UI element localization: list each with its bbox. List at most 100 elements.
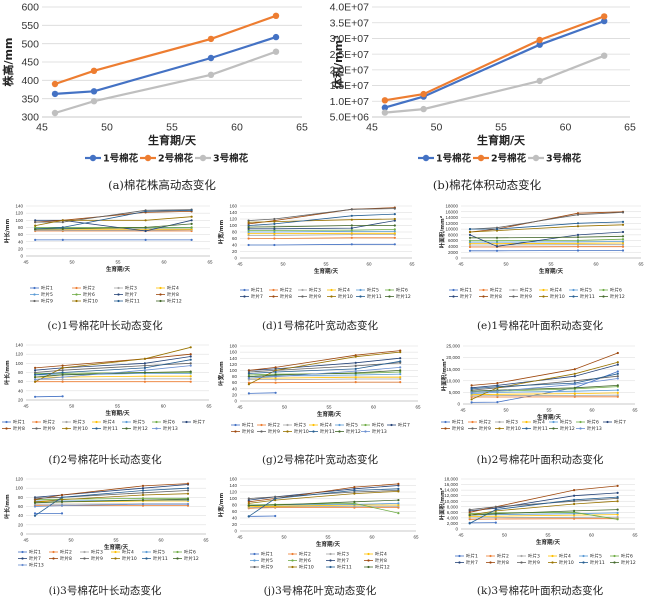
legend-marker xyxy=(33,300,35,302)
data-point xyxy=(144,371,146,373)
x-tick-label: 55 xyxy=(326,405,332,410)
legend-marker xyxy=(291,566,293,568)
y-tick-label: 450 xyxy=(21,57,39,69)
legend-marker xyxy=(582,561,584,563)
legend-marker xyxy=(551,555,553,557)
x-tick-label: 55 xyxy=(495,122,507,134)
data-point xyxy=(142,499,144,501)
legend-label: 叶片3 xyxy=(520,287,532,294)
data-point xyxy=(248,502,250,504)
x-tick-label: 60 xyxy=(158,538,164,543)
data-point xyxy=(142,485,144,487)
legend-marker xyxy=(260,430,262,432)
data-point xyxy=(574,393,576,395)
data-point xyxy=(273,226,275,228)
data-point xyxy=(190,359,192,361)
legend-label: 叶片9 xyxy=(528,559,540,566)
legend-label: 叶片4 xyxy=(103,419,115,426)
y-tick-label: 550 xyxy=(21,20,39,32)
data-point xyxy=(397,502,399,504)
data-point xyxy=(394,224,396,226)
x-axis-title: 生育期/天 xyxy=(317,410,342,418)
legend-marker xyxy=(551,561,553,563)
data-point xyxy=(351,232,353,234)
y-tick-label: 4000 xyxy=(448,244,459,249)
legend-label: 叶片11 xyxy=(337,564,352,571)
data-point xyxy=(577,246,579,248)
data-point xyxy=(191,219,193,221)
legend-marker xyxy=(471,427,473,429)
legend-label: 叶片12 xyxy=(184,555,199,562)
y-tick-label: 140 xyxy=(229,483,237,488)
y-tick-label: 180 xyxy=(229,344,237,349)
legend-marker xyxy=(117,300,119,302)
x-tick-label: 65 xyxy=(296,122,308,134)
data-point xyxy=(617,370,619,372)
legend-label: 叶片7 xyxy=(125,291,137,298)
data-point xyxy=(397,512,399,514)
legend-label: 叶片9 xyxy=(479,425,491,432)
data-point xyxy=(353,501,355,503)
legend-marker xyxy=(286,430,288,432)
data-point xyxy=(573,495,575,497)
y-tick-label: 60 xyxy=(18,379,24,384)
y-axis-title: 株高/mm xyxy=(1,38,15,87)
x-tick-label: 50 xyxy=(503,408,509,413)
y-tick-label: 60 xyxy=(232,509,238,514)
y-tick-label: 160 xyxy=(229,204,237,209)
x-tick-label: 60 xyxy=(593,262,599,267)
data-point xyxy=(273,221,275,223)
legend-marker xyxy=(520,555,522,557)
legend-label: 叶片10 xyxy=(294,428,309,435)
legend-marker xyxy=(65,427,67,429)
data-point xyxy=(351,243,353,245)
data-point xyxy=(496,390,498,392)
data-point xyxy=(248,221,250,223)
legend-marker xyxy=(159,300,161,302)
legend-marker xyxy=(533,155,539,161)
legend-label: 叶片13 xyxy=(587,425,602,432)
legend-marker xyxy=(21,564,23,566)
legend-label: 叶片9 xyxy=(520,293,532,300)
data-point xyxy=(144,375,146,377)
x-axis-title: 生育期/天 xyxy=(539,267,564,275)
x-tick-label: 60 xyxy=(589,408,595,413)
x-tick-label: 45 xyxy=(458,262,464,267)
legend-marker xyxy=(390,424,392,426)
data-point xyxy=(190,362,192,364)
data-point xyxy=(62,376,64,378)
y-tick-label: 20 xyxy=(232,522,238,527)
legend-marker xyxy=(114,557,116,559)
legend-marker xyxy=(243,295,245,297)
data-point xyxy=(275,392,277,394)
legend-marker xyxy=(114,551,116,553)
legend-label: 叶片11 xyxy=(125,298,140,305)
data-point xyxy=(34,497,36,499)
y-tick-label: 20,000 xyxy=(446,355,460,360)
legend-label: 叶片4 xyxy=(320,422,332,429)
legend-marker xyxy=(572,295,574,297)
legend-label: 叶片6 xyxy=(83,291,95,298)
legend-label: 叶片1 xyxy=(261,551,273,558)
x-tick-label: 45 xyxy=(23,404,29,409)
legend-label: 叶片7 xyxy=(398,422,410,429)
legend-marker xyxy=(444,421,446,423)
data-point xyxy=(496,240,498,242)
y-tick-label: 120 xyxy=(229,217,237,222)
legend-label: 3号棉花 xyxy=(546,152,582,164)
x-tick-label: 55 xyxy=(113,538,119,543)
series-line xyxy=(249,235,395,236)
legend-label: 叶片6 xyxy=(299,557,311,564)
y-axis-title: 叶宽/mm xyxy=(217,361,225,386)
x-tick-label: 65 xyxy=(206,404,212,409)
data-point xyxy=(397,499,399,501)
data-point xyxy=(471,401,473,403)
y-tick-label: 160 xyxy=(229,350,237,355)
data-point xyxy=(34,381,36,383)
y-tick-label: 1.0E+07 xyxy=(330,96,370,108)
legend-marker xyxy=(364,430,366,432)
legend-label: 叶片11 xyxy=(367,293,382,300)
data-point xyxy=(351,237,353,239)
data-point xyxy=(61,512,63,514)
